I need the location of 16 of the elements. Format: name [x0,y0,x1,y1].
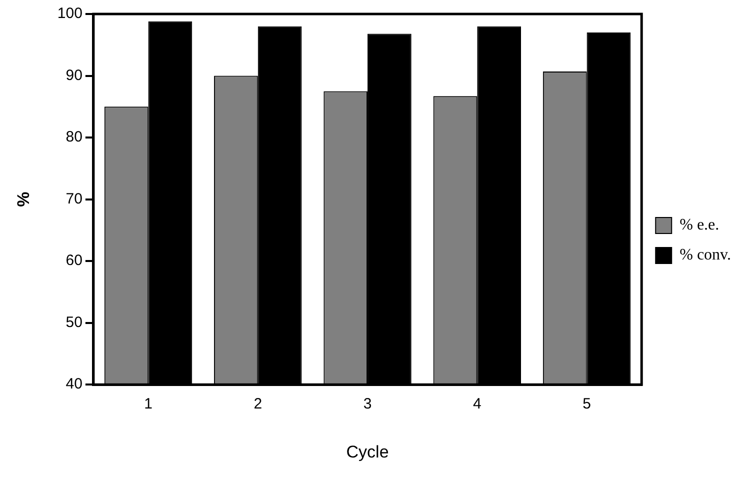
y-tick-label: 50 [66,314,82,331]
x-axis-title: Cycle [346,442,389,462]
y-tick-label: 40 [66,376,82,393]
x-tick-label: 4 [472,396,482,413]
legend-label: % conv. [680,246,731,264]
legend-label: % e.e. [680,216,720,234]
x-tick-label: 5 [582,396,591,413]
x-tick-label: 3 [363,396,372,413]
y-tick-label: 60 [66,252,82,270]
y-axis-title: % [14,192,33,207]
x-tick-label: 2 [254,396,262,413]
y-tick-label: 80 [66,128,82,146]
y-tick-label: 90 [66,66,82,84]
x-tick-label: 1 [144,396,152,413]
y-tick-label: 100 [57,5,82,22]
y-tick-label: 70 [66,190,82,208]
